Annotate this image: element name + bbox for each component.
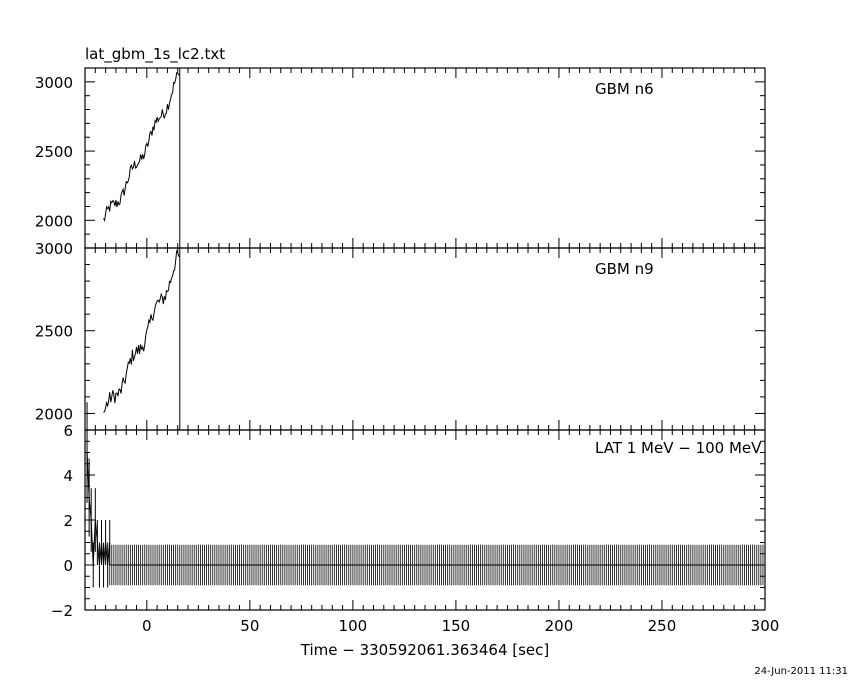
x-tick-label: 50: [240, 617, 259, 635]
y-tick-label: 3000: [35, 74, 73, 92]
y-tick-label: 3000: [35, 240, 73, 258]
plot-title: lat_gbm_1s_lc2.txt: [85, 45, 225, 64]
x-tick-label: 250: [648, 617, 677, 635]
early-counts-line: [86, 452, 111, 566]
panel-3: −2 0 2 4 6 0 50 100 150 200 250 300 LAT 1 MeV − 100 …: [51, 402, 779, 635]
x-tick-label: 200: [545, 617, 574, 635]
y-tick-label: 6: [63, 422, 73, 440]
panel-frame: [84, 247, 766, 431]
panel-2: 2000 2500 3000 GBM n9: [35, 240, 766, 431]
y-tick-label: 2000: [35, 405, 73, 423]
y-tick-label: 2000: [35, 212, 73, 230]
y-tick-label: 2: [63, 512, 73, 530]
y-tick-label: 4: [63, 467, 73, 485]
x-tick-label: 300: [751, 617, 780, 635]
x-axis-label: Time − 330592061.363464 [sec]: [300, 641, 550, 659]
panel-frame: [84, 67, 766, 249]
y-tick-label: 2500: [35, 323, 73, 341]
timestamp-footer: 24-Jun-2011 11:31: [754, 666, 848, 677]
y-tick-label: 2500: [35, 143, 73, 161]
x-tick-label: 100: [339, 617, 368, 635]
series-line: [103, 71, 180, 222]
x-tick-label: 0: [142, 617, 152, 635]
panel-1: 2000 2500 3000 GBM n6: [35, 67, 766, 249]
y-tick-label: 0: [63, 557, 73, 575]
x-tick-label: 150: [442, 617, 471, 635]
series-line: [103, 249, 180, 413]
y-tick-label: −2: [51, 602, 73, 620]
series-label: GBM n6: [595, 80, 654, 98]
series-label: GBM n9: [595, 260, 654, 278]
series-label: LAT 1 MeV − 100 MeV: [595, 439, 762, 457]
